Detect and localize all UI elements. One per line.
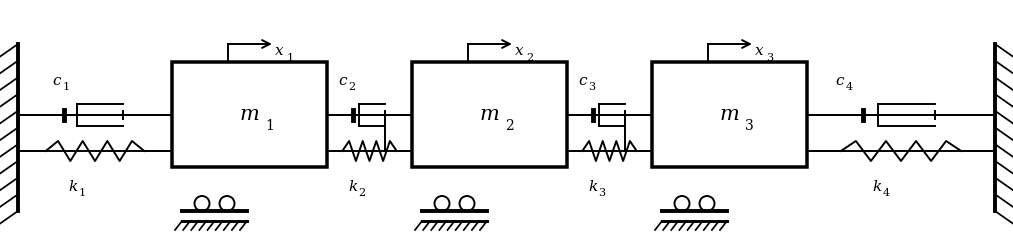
Text: m: m bbox=[719, 105, 739, 124]
Text: 3: 3 bbox=[589, 82, 596, 92]
Text: 2: 2 bbox=[527, 53, 534, 63]
Text: 3: 3 bbox=[746, 119, 755, 132]
Bar bbox=[652, 62, 807, 167]
Text: k: k bbox=[872, 180, 881, 194]
Text: 1: 1 bbox=[287, 53, 294, 63]
Text: 3: 3 bbox=[599, 189, 606, 199]
Text: k: k bbox=[68, 180, 77, 194]
Text: c: c bbox=[835, 74, 844, 88]
Text: k: k bbox=[588, 180, 598, 194]
Text: x: x bbox=[275, 44, 284, 58]
Text: c: c bbox=[52, 74, 61, 88]
Text: 3: 3 bbox=[767, 53, 774, 63]
Text: m: m bbox=[240, 105, 259, 124]
Text: 4: 4 bbox=[882, 189, 889, 199]
Text: c: c bbox=[338, 74, 346, 88]
Text: 2: 2 bbox=[359, 189, 366, 199]
Text: 1: 1 bbox=[63, 82, 70, 92]
Text: x: x bbox=[755, 44, 764, 58]
Text: 1: 1 bbox=[78, 189, 86, 199]
Text: k: k bbox=[348, 180, 358, 194]
Bar bbox=[172, 62, 327, 167]
Text: x: x bbox=[515, 44, 524, 58]
Text: 1: 1 bbox=[265, 119, 275, 132]
Text: 2: 2 bbox=[505, 119, 515, 132]
Text: 4: 4 bbox=[846, 82, 853, 92]
Text: m: m bbox=[479, 105, 499, 124]
Text: c: c bbox=[578, 74, 587, 88]
Text: 2: 2 bbox=[348, 82, 356, 92]
Bar bbox=[412, 62, 567, 167]
